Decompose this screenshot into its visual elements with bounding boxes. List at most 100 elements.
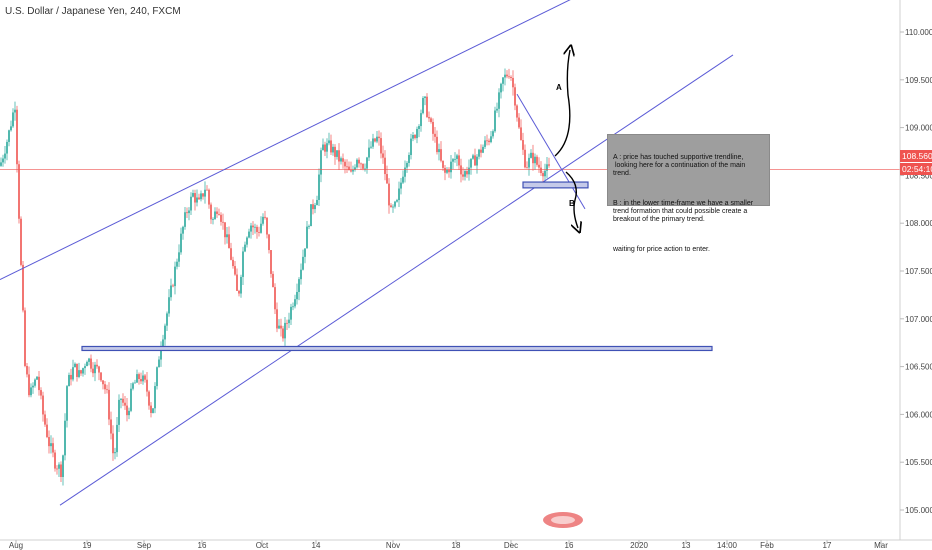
support-zone[interactable]	[81, 345, 713, 352]
candle-body	[48, 437, 50, 447]
candle-body	[152, 408, 154, 413]
y-tick-label: 108.500	[905, 171, 932, 180]
candle-body	[440, 149, 442, 161]
candle-body	[114, 452, 116, 454]
candle-body	[116, 424, 118, 453]
candle-body	[90, 358, 92, 369]
arrow-a	[554, 50, 570, 157]
label-a: A	[556, 83, 562, 92]
candle-body	[420, 113, 422, 127]
lower-channel-trendline[interactable]	[59, 54, 734, 506]
candle-body	[136, 374, 138, 383]
x-tick-label: 19	[83, 541, 92, 550]
candle-body	[168, 297, 170, 314]
candle-body	[358, 159, 360, 164]
candle-body	[300, 269, 302, 280]
candle-body	[180, 233, 182, 253]
candle-body	[380, 138, 382, 154]
candle-body	[422, 98, 424, 114]
candle-body	[432, 121, 434, 134]
candle-body	[464, 171, 466, 177]
candle-body	[154, 386, 156, 409]
y-tick-label: 106.500	[905, 363, 932, 372]
candle-body	[210, 204, 212, 220]
candle-body	[4, 153, 6, 159]
candle-body	[314, 205, 316, 210]
candle-body	[326, 143, 328, 152]
candle-body	[290, 306, 292, 320]
candle-body	[170, 285, 172, 298]
annotation-box[interactable]: A : price has touched supportive trendli…	[607, 134, 770, 253]
candle-body	[122, 398, 124, 403]
candle-body	[18, 164, 20, 219]
candle-body	[186, 212, 188, 214]
candle-body	[524, 149, 526, 168]
candle-body	[498, 92, 500, 109]
candle-body	[162, 339, 164, 348]
x-tick-label: 16	[198, 541, 207, 550]
candle-body	[308, 226, 310, 227]
candle-body	[492, 131, 494, 137]
candle-body	[484, 140, 486, 147]
candle-body	[196, 197, 198, 203]
candle-body	[306, 226, 308, 249]
candle-body	[38, 376, 40, 391]
candle-body	[232, 259, 234, 267]
candle-body	[362, 163, 364, 169]
candle-body	[468, 167, 470, 175]
candle-body	[488, 140, 490, 143]
candle-body	[72, 367, 74, 380]
candle-body	[546, 164, 548, 171]
candle-body	[182, 226, 184, 234]
candle-body	[10, 126, 12, 131]
candle-body	[98, 366, 100, 373]
candle-body	[278, 325, 280, 329]
candle-body	[388, 183, 390, 206]
candle-body	[112, 433, 114, 454]
x-tick-label: 14:00	[717, 541, 738, 550]
candle-body	[172, 285, 174, 287]
candle-body	[46, 424, 48, 438]
candle-body	[448, 169, 450, 173]
candle-body	[102, 380, 104, 385]
candle-body	[92, 368, 94, 374]
candle-body	[382, 153, 384, 158]
candle-body	[352, 169, 354, 172]
candle-body	[240, 276, 242, 294]
candle-body	[280, 325, 282, 329]
candle-body	[126, 405, 128, 416]
candle-body	[424, 96, 426, 99]
candle-body	[514, 87, 516, 106]
chart-title: U.S. Dollar / Japanese Yen, 240, FXCM	[5, 6, 181, 17]
candle-body	[22, 264, 24, 311]
candle-body	[334, 146, 336, 157]
candle-body	[410, 138, 412, 155]
candle-body	[518, 117, 520, 128]
candle-body	[366, 157, 368, 169]
candle-body	[246, 237, 248, 245]
short-trend-trendline[interactable]	[516, 93, 586, 210]
candle-body	[124, 402, 126, 406]
x-tick-label: Dec	[504, 541, 518, 550]
candle-body	[260, 223, 262, 233]
candle-body	[276, 309, 278, 329]
candle-body	[284, 322, 286, 339]
plot-area[interactable]	[0, 0, 900, 540]
y-tick-label: 105.000	[905, 506, 932, 515]
candle-body	[348, 166, 350, 171]
candle-body	[74, 363, 76, 368]
price-axis[interactable]: 110.000 109.500 109.000 108.500 108.000 107.5…	[900, 28, 932, 550]
x-tick-label: Mar	[874, 541, 888, 550]
candle-body	[178, 252, 180, 262]
time-axis[interactable]: Aug 19 Sep 16 Oct 14 Nov 18 Dec 16 2020 13 14:00 Feb 1…	[9, 540, 888, 550]
annotation-line-c: waiting for price action to enter.	[613, 246, 710, 253]
candle-body	[288, 319, 290, 324]
candle-body	[528, 157, 530, 168]
candle-body	[452, 159, 454, 162]
candle-body	[444, 167, 446, 173]
upper-channel-trendline[interactable]	[0, 0, 592, 281]
candle-body	[68, 374, 70, 387]
break-zone[interactable]	[522, 181, 589, 189]
candle-body	[242, 251, 244, 277]
